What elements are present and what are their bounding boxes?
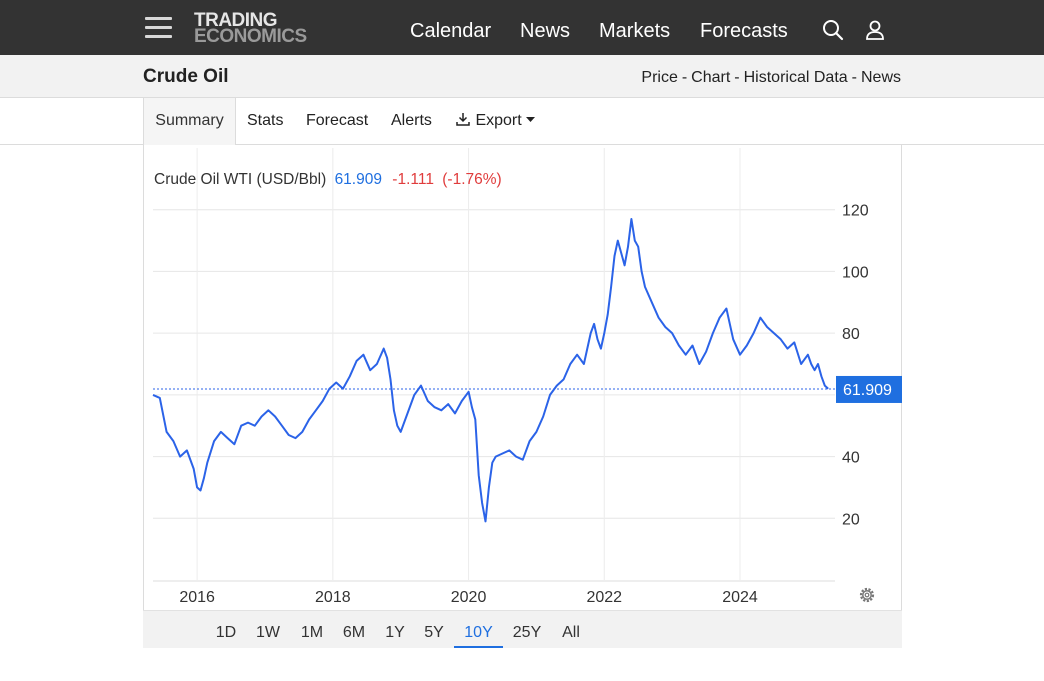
page-title: Crude Oil bbox=[143, 66, 229, 87]
series-line-wti bbox=[152, 218, 829, 523]
grid-lines bbox=[153, 148, 835, 582]
tab-bar: Summary Stats Forecast Alerts Export bbox=[0, 98, 1044, 145]
range-1y[interactable]: 1Y bbox=[385, 624, 405, 641]
last-price-label: 61.909 bbox=[843, 382, 892, 399]
breadcrumb: Price - Chart - Historical Data - News bbox=[641, 69, 901, 87]
range-1w[interactable]: 1W bbox=[256, 624, 280, 641]
menu-icon[interactable] bbox=[145, 17, 172, 39]
crumb-separator: - bbox=[681, 69, 688, 86]
range-5y[interactable]: 5Y bbox=[424, 624, 444, 641]
crumb-historical-data[interactable]: Historical Data bbox=[743, 69, 848, 86]
legend-series-name: Crude Oil WTI (USD/Bbl) bbox=[154, 171, 327, 188]
x-tick-label: 2020 bbox=[451, 589, 487, 606]
x-tick-label: 2018 bbox=[315, 589, 351, 606]
last-price-box bbox=[836, 375, 902, 403]
x-tick-label: 2024 bbox=[722, 589, 758, 606]
legend-change-pct: (-1.76%) bbox=[442, 171, 502, 188]
gear-icon[interactable] bbox=[857, 585, 877, 605]
brand-line1: TRADING bbox=[194, 10, 278, 31]
range-6m[interactable]: 6M bbox=[342, 624, 366, 641]
crumb-price[interactable]: Price bbox=[641, 69, 678, 86]
tab-forecast[interactable]: Forecast bbox=[306, 112, 369, 129]
range-10y[interactable]: 10Y bbox=[454, 611, 503, 648]
user-icon[interactable] bbox=[864, 19, 886, 41]
y-tick-label: 80 bbox=[842, 326, 860, 343]
brand-line2: ECONOMICS bbox=[194, 26, 307, 47]
crumb-news[interactable]: News bbox=[860, 69, 901, 86]
nav-calendar[interactable]: Calendar bbox=[410, 20, 492, 42]
nav-markets[interactable]: Markets bbox=[599, 20, 671, 42]
range-25y[interactable]: 25Y bbox=[512, 624, 542, 641]
tab-alerts[interactable]: Alerts bbox=[391, 112, 432, 129]
legend-change: -1.111 bbox=[392, 171, 434, 188]
search-icon[interactable] bbox=[822, 19, 844, 41]
tab-export[interactable]: Export bbox=[455, 98, 536, 145]
range-1m[interactable]: 1M bbox=[300, 624, 324, 641]
nav-forecasts[interactable]: Forecasts bbox=[700, 20, 788, 42]
range-selector: 1D 1W 1M 6M 1Y 5Y 10Y 25Y All bbox=[143, 610, 902, 648]
y-tick-label: 100 bbox=[842, 264, 869, 281]
export-label: Export bbox=[475, 112, 522, 129]
nav-news[interactable]: News bbox=[520, 20, 571, 42]
tab-summary[interactable]: Summary bbox=[143, 98, 236, 145]
crumb-chart[interactable]: Chart bbox=[691, 69, 731, 86]
sub-header: Crude Oil Price - Chart - Historical Data - Ne… bbox=[0, 55, 1044, 98]
axis-ticks: 2040608010012020162018202020222024 bbox=[179, 203, 868, 606]
chart-legend: Crude Oil WTI (USD/Bbl) 61.909 -1.111 (-… bbox=[154, 171, 502, 189]
legend-price: 61.909 bbox=[334, 171, 382, 188]
brand-logo[interactable]: TRADING ECONOMICS bbox=[194, 10, 307, 47]
x-tick-label: 2022 bbox=[586, 589, 622, 606]
download-icon bbox=[456, 113, 470, 126]
crumb-separator: - bbox=[851, 69, 857, 86]
y-tick-label: 20 bbox=[842, 511, 860, 528]
x-tick-label: 2016 bbox=[179, 589, 215, 606]
crumb-separator: - bbox=[734, 69, 740, 86]
range-1d[interactable]: 1D bbox=[215, 624, 237, 641]
top-nav: TRADING ECONOMICS Calendar News Markets … bbox=[0, 0, 1044, 55]
caret-down-icon bbox=[526, 117, 536, 122]
y-tick-label: 120 bbox=[842, 203, 869, 220]
y-tick-label: 40 bbox=[842, 450, 860, 467]
range-all[interactable]: All bbox=[562, 624, 580, 641]
tab-stats[interactable]: Stats bbox=[247, 112, 284, 129]
